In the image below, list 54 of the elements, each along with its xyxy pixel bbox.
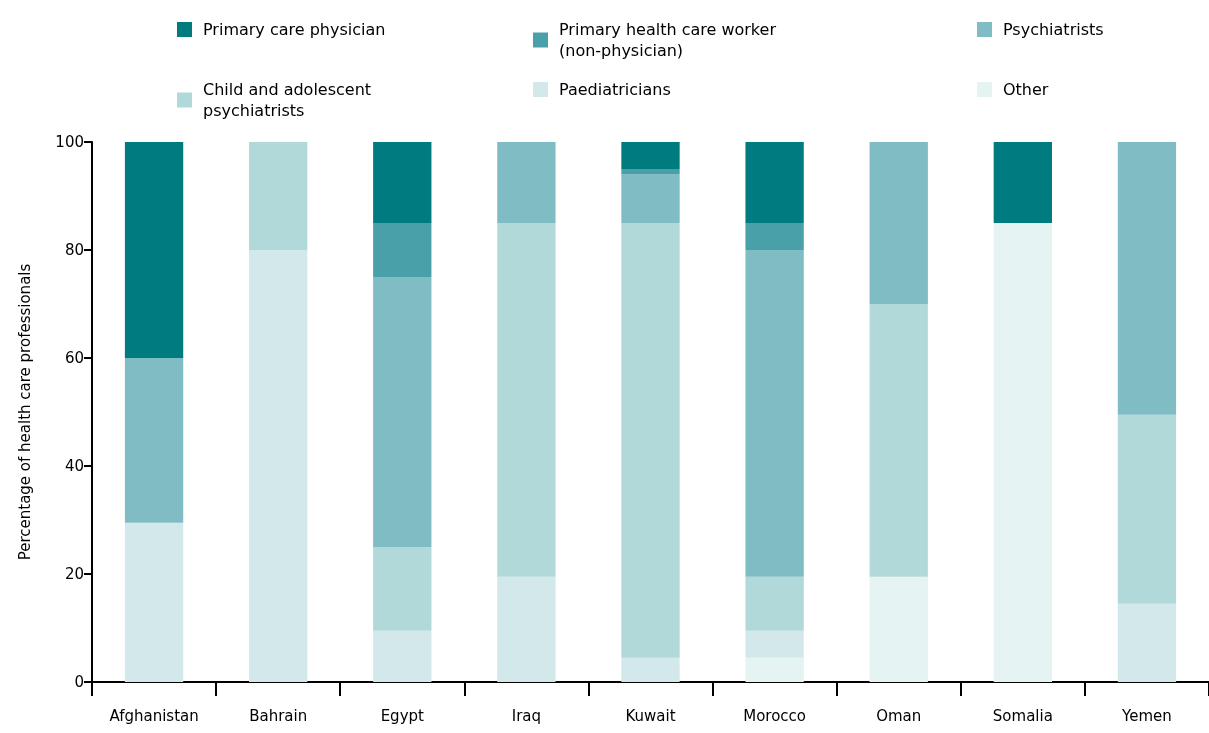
bar [745,576,804,631]
bar [497,223,556,577]
legend-label: Primary health care worker (non-physician) [559,20,782,60]
x-tick-label: Kuwait [625,706,676,725]
bar [621,223,680,658]
bar [993,223,1052,682]
y-axis-title: Percentage of health care professionals [15,263,34,561]
bar [249,142,308,250]
y-tick-label: 20 [64,565,84,583]
bar [745,223,804,250]
bar [869,576,928,682]
legend-label: Child and adolescent psychiatrists [203,80,377,120]
y-tick-label: 0 [74,673,84,691]
bar [124,358,184,523]
bar [124,522,184,682]
x-tick-label: Morocco [743,706,807,725]
bar [745,142,804,223]
bar [869,142,928,304]
bar [993,142,1052,223]
bar [621,657,680,682]
bar [373,223,432,277]
x-tick-label: Egypt [380,706,425,725]
bar [745,250,804,577]
bar [869,304,928,577]
bar [373,547,432,631]
bar [497,142,556,223]
bar [745,657,804,682]
bar [621,174,680,223]
bar [497,576,556,682]
bar [1117,603,1177,682]
legend-label: Psychiatrists [1003,20,1104,39]
legend-label: Paediatricians [559,80,671,99]
y-tick-label: 40 [64,457,84,475]
bar [373,630,432,682]
bar [745,630,804,658]
bar [124,142,184,358]
legend-label: Primary care physician [203,20,386,39]
bar [621,169,680,175]
x-tick-label: Bahrain [249,706,308,725]
bar [373,277,432,547]
x-tick-label: Afghanistan [109,706,199,725]
y-tick-label: 80 [64,241,84,259]
y-tick-label: 60 [64,349,84,367]
bar [1117,414,1177,604]
x-tick-label: Yemen [1121,706,1172,725]
legend-label: Other [1003,80,1049,99]
bar [621,142,680,169]
x-tick-label: Iraq [511,706,542,725]
bar [1117,142,1177,415]
y-tick-label: 100 [55,133,84,151]
bar [249,250,308,682]
x-tick-label: Oman [876,706,922,725]
bar [373,142,432,223]
x-tick-label: Somalia [992,706,1053,725]
